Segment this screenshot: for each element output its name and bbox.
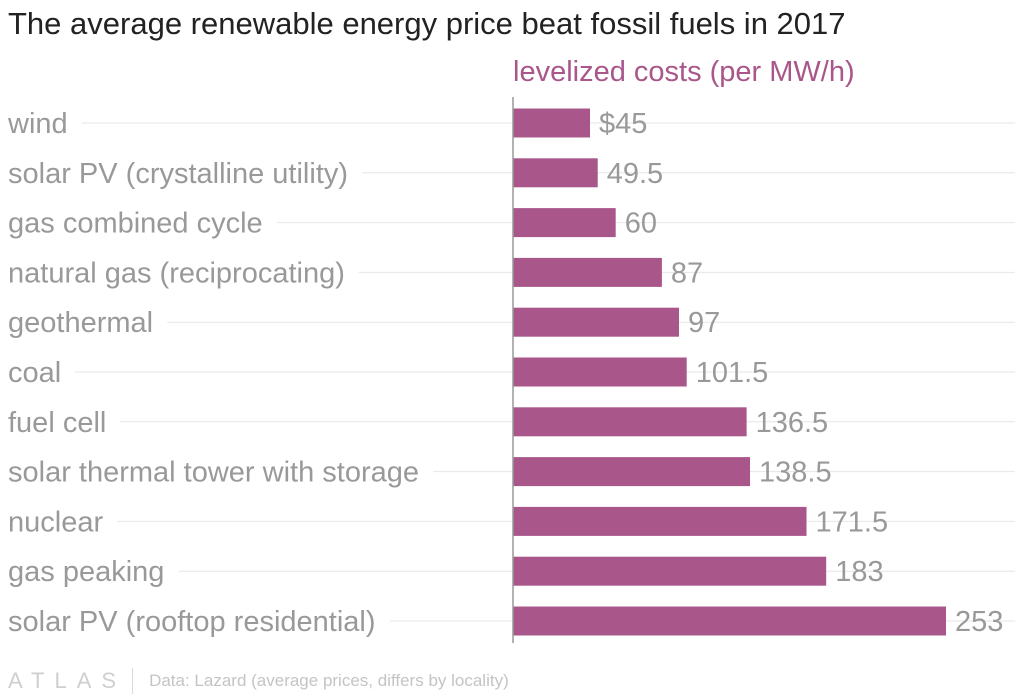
bar <box>513 257 662 287</box>
bar <box>513 556 827 586</box>
category-label: nuclear <box>8 506 103 538</box>
category-label: wind <box>7 108 68 140</box>
value-labels: $45 49.5 60 87 97 101.5 136.5 138.5 171.5 183 253 <box>599 108 1003 638</box>
value-label: 101.5 <box>696 357 769 389</box>
category-labels: wind solar PV (crystalline utility) gas co… <box>7 108 419 638</box>
value-label: 49.5 <box>607 158 663 190</box>
bar <box>513 457 751 487</box>
value-label: 138.5 <box>759 457 832 489</box>
bar <box>513 506 807 536</box>
value-label: 253 <box>955 606 1003 638</box>
category-label: fuel cell <box>8 407 106 439</box>
bar <box>513 606 946 636</box>
category-label: geothermal <box>8 307 153 339</box>
value-label: 60 <box>625 208 657 240</box>
source-note: Data: Lazard (average prices, differs by… <box>149 671 509 690</box>
category-label: gas combined cycle <box>8 208 263 240</box>
series-label: levelized costs (per MW/h) <box>513 56 855 88</box>
bars <box>513 108 946 636</box>
value-label: 183 <box>835 556 883 588</box>
value-label: $45 <box>599 108 647 140</box>
bar <box>513 407 747 437</box>
bar <box>513 208 616 238</box>
footer: ATLAS Data: Lazard (average prices, diff… <box>8 668 509 694</box>
category-label: coal <box>8 357 61 389</box>
value-label: 136.5 <box>756 407 829 439</box>
bar <box>513 307 680 337</box>
bar <box>513 357 687 387</box>
atlas-logo: ATLAS <box>8 668 127 693</box>
value-label: 97 <box>688 307 720 339</box>
category-label: solar PV (rooftop residential) <box>8 606 376 638</box>
bar <box>513 108 591 138</box>
category-label: solar PV (crystalline utility) <box>8 158 348 190</box>
chart-title: The average renewable energy price beat … <box>8 6 846 41</box>
footer-divider <box>132 668 134 694</box>
value-label: 171.5 <box>816 506 889 538</box>
category-label: solar thermal tower with storage <box>8 457 419 489</box>
bar-chart: wind solar PV (crystalline utility) gas co… <box>7 56 1015 643</box>
value-label: 87 <box>671 257 703 289</box>
category-label: natural gas (reciprocating) <box>8 257 345 289</box>
category-label: gas peaking <box>8 556 164 588</box>
bar <box>513 158 598 188</box>
